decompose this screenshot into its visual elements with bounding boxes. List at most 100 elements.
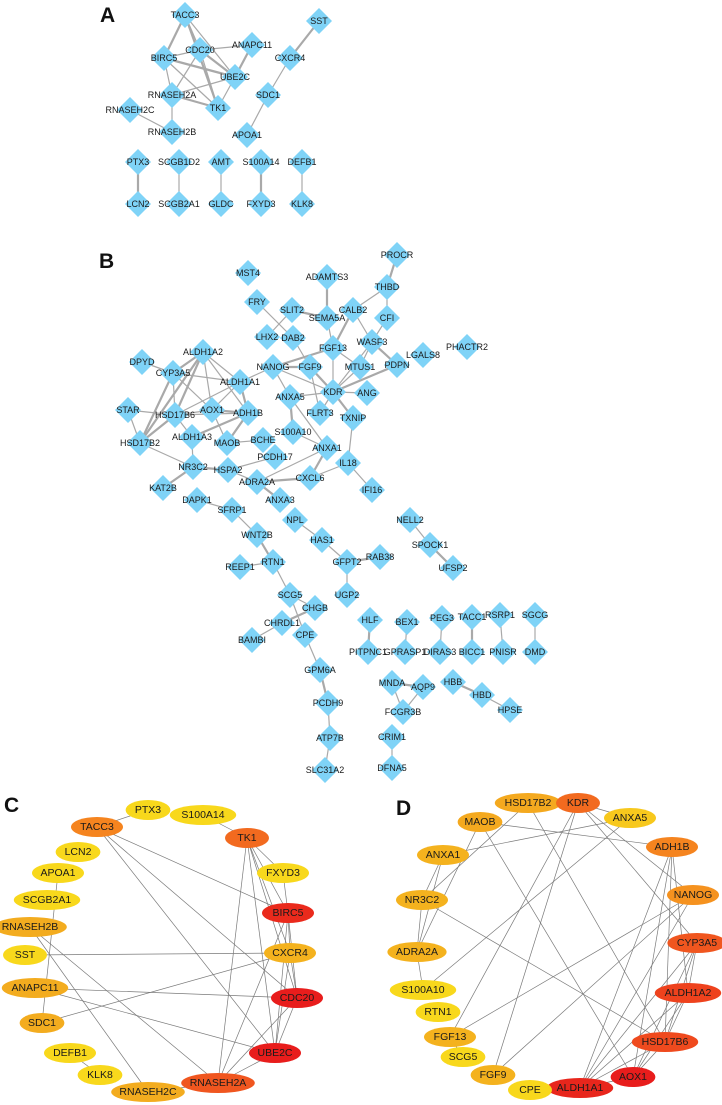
node-c-rnaseh2b[interactable]: RNASEH2B [0,917,67,937]
node-c-rnaseh2c[interactable]: RNASEH2C [111,1082,185,1102]
node-b-fgf9[interactable]: FGF9 [297,354,323,380]
node-d-fgf13[interactable]: FGF13 [424,1027,476,1047]
node-a-scgb1d2[interactable]: SCGB1D2 [158,149,200,175]
node-b-hsd17b6[interactable]: HSD17B6 [155,402,195,428]
node-b-slc31a2[interactable]: SLC31A2 [306,757,345,783]
node-b-adra2a[interactable]: ADRA2A [239,469,275,495]
node-b-hpse[interactable]: HPSE [497,697,523,723]
node-b-reep1[interactable]: REEP1 [225,554,255,580]
node-c-cdc20[interactable]: CDC20 [271,988,323,1008]
node-d-aldh1a1[interactable]: ALDH1A1 [546,1078,614,1098]
node-b-aox1[interactable]: AOX1 [199,397,225,423]
node-b-cfi[interactable]: CFI [374,305,400,331]
node-b-hsd17b2[interactable]: HSD17B2 [120,430,160,456]
node-b-star[interactable]: STAR [115,397,141,423]
node-d-hsd17b2[interactable]: HSD17B2 [494,793,562,813]
node-a-apoa1[interactable]: APOA1 [232,122,262,148]
node-b-gprasp1[interactable]: GPRASP1 [384,639,427,665]
node-b-chrdl1[interactable]: CHRDL1 [264,610,300,636]
node-a-tacc3[interactable]: TACC3 [171,2,200,28]
node-b-mtus1[interactable]: MTUS1 [345,354,376,380]
node-b-aqp9[interactable]: AQP9 [410,674,436,700]
node-b-tacc1[interactable]: TACC1 [458,604,487,630]
node-b-pcdh9[interactable]: PCDH9 [313,690,344,716]
node-c-anapc11[interactable]: ANAPC11 [1,978,69,998]
node-c-sdc1[interactable]: SDC1 [19,1013,65,1033]
node-b-anxa5[interactable]: ANXA5 [275,384,305,410]
node-b-fcgr3b[interactable]: FCGR3B [385,699,422,725]
node-c-birc5[interactable]: BIRC5 [262,903,314,923]
node-d-aldh1a2[interactable]: ALDH1A2 [654,983,722,1003]
node-b-atp7b[interactable]: ATP7B [316,725,344,751]
node-a-anapc11[interactable]: ANAPC11 [232,32,272,58]
node-b-anxa1[interactable]: ANXA1 [312,435,342,461]
node-b-npl[interactable]: NPL [282,507,308,533]
node-b-nanog[interactable]: NANOG [256,354,290,380]
node-a-defb1[interactable]: DEFB1 [287,149,317,175]
node-c-fxyd3[interactable]: FXYD3 [257,863,309,883]
node-c-lcn2[interactable]: LCN2 [55,842,101,862]
node-b-fry[interactable]: FRY [244,289,270,315]
node-b-bicc1[interactable]: BICC1 [459,639,486,665]
node-b-s100a10[interactable]: S100A10 [274,419,312,445]
node-b-wasf3[interactable]: WASF3 [357,329,388,355]
node-b-ang[interactable]: ANG [354,380,380,406]
node-d-anxa5[interactable]: ANXA5 [604,808,656,828]
node-b-nell2[interactable]: NELL2 [396,507,424,533]
node-b-wnt2b[interactable]: WNT2B [241,522,273,548]
node-c-klk8[interactable]: KLK8 [77,1065,123,1085]
node-d-rtn1[interactable]: RTN1 [415,1002,461,1022]
node-d-s100a10[interactable]: S100A10 [389,980,457,1000]
node-b-ifi16[interactable]: IFI16 [359,477,385,503]
node-b-cxcl6[interactable]: CXCL6 [295,465,325,491]
node-b-gfpt2[interactable]: GFPT2 [332,549,362,575]
node-b-ugp2[interactable]: UGP2 [334,582,360,608]
node-b-diras3[interactable]: DIRAS3 [424,639,457,665]
node-b-hlf[interactable]: HLF [357,607,383,633]
node-b-maob[interactable]: MAOB [214,430,241,456]
node-b-aldh1a2[interactable]: ALDH1A2 [183,339,223,365]
node-b-dpyd[interactable]: DPYD [129,349,155,375]
node-a-gldc[interactable]: GLDC [208,191,234,217]
node-d-adra2a[interactable]: ADRA2A [387,942,447,962]
node-d-nanog[interactable]: NANOG [667,885,719,905]
node-b-dfna5[interactable]: DFNA5 [377,755,407,781]
node-b-chgb[interactable]: CHGB [302,595,328,621]
node-b-anxa3[interactable]: ANXA3 [265,487,295,513]
node-b-phactr2[interactable]: PHACTR2 [446,334,488,360]
node-c-apoa1[interactable]: APOA1 [32,863,84,883]
node-c-ube2c[interactable]: UBE2C [249,1043,301,1063]
node-b-spock1[interactable]: SPOCK1 [412,532,449,558]
node-c-cxcr4[interactable]: CXCR4 [264,943,316,963]
node-b-aldh1a1[interactable]: ALDH1A1 [220,369,260,395]
node-b-txnip[interactable]: TXNIP [340,405,367,431]
node-b-sgcg[interactable]: SGCG [522,602,549,628]
node-d-maob[interactable]: MAOB [457,812,503,832]
node-c-scgb2a1[interactable]: SCGB2A1 [13,890,81,910]
node-b-cpe[interactable]: CPE [292,622,318,648]
node-c-sst[interactable]: SST [3,945,47,965]
node-b-bex1[interactable]: BEX1 [394,609,420,635]
node-b-flrt3[interactable]: FLRT3 [306,400,334,426]
node-b-hbd[interactable]: HBD [469,682,495,708]
node-b-sfrp1[interactable]: SFRP1 [217,497,247,523]
node-b-pitpnc1[interactable]: PITPNC1 [349,639,387,665]
node-d-hsd17b6[interactable]: HSD17B6 [631,1032,699,1052]
node-c-tacc3[interactable]: TACC3 [71,817,123,837]
node-b-nr3c2[interactable]: NR3C2 [178,454,208,480]
node-a-rnaseh2b[interactable]: RNASEH2B [148,119,197,145]
node-a-scgb2a1[interactable]: SCGB2A1 [158,191,200,217]
node-d-cyp3a5[interactable]: CYP3A5 [667,933,722,953]
node-b-peg3[interactable]: PEG3 [429,605,455,631]
node-b-rsrp1[interactable]: RSRP1 [485,602,515,628]
node-b-slit2[interactable]: SLIT2 [279,297,305,323]
node-b-gpm6a[interactable]: GPM6A [304,657,336,683]
node-b-ufsp2[interactable]: UFSP2 [438,555,468,581]
node-b-dapk1[interactable]: DAPK1 [182,487,212,513]
node-a-tk1[interactable]: TK1 [205,95,231,121]
node-b-adamts3[interactable]: ADAMTS3 [306,264,349,290]
node-d-scg5[interactable]: SCG5 [440,1047,486,1067]
node-d-anxa1[interactable]: ANXA1 [417,845,469,865]
node-a-fxyd3[interactable]: FXYD3 [246,191,276,217]
node-b-calb2[interactable]: CALB2 [339,297,368,323]
